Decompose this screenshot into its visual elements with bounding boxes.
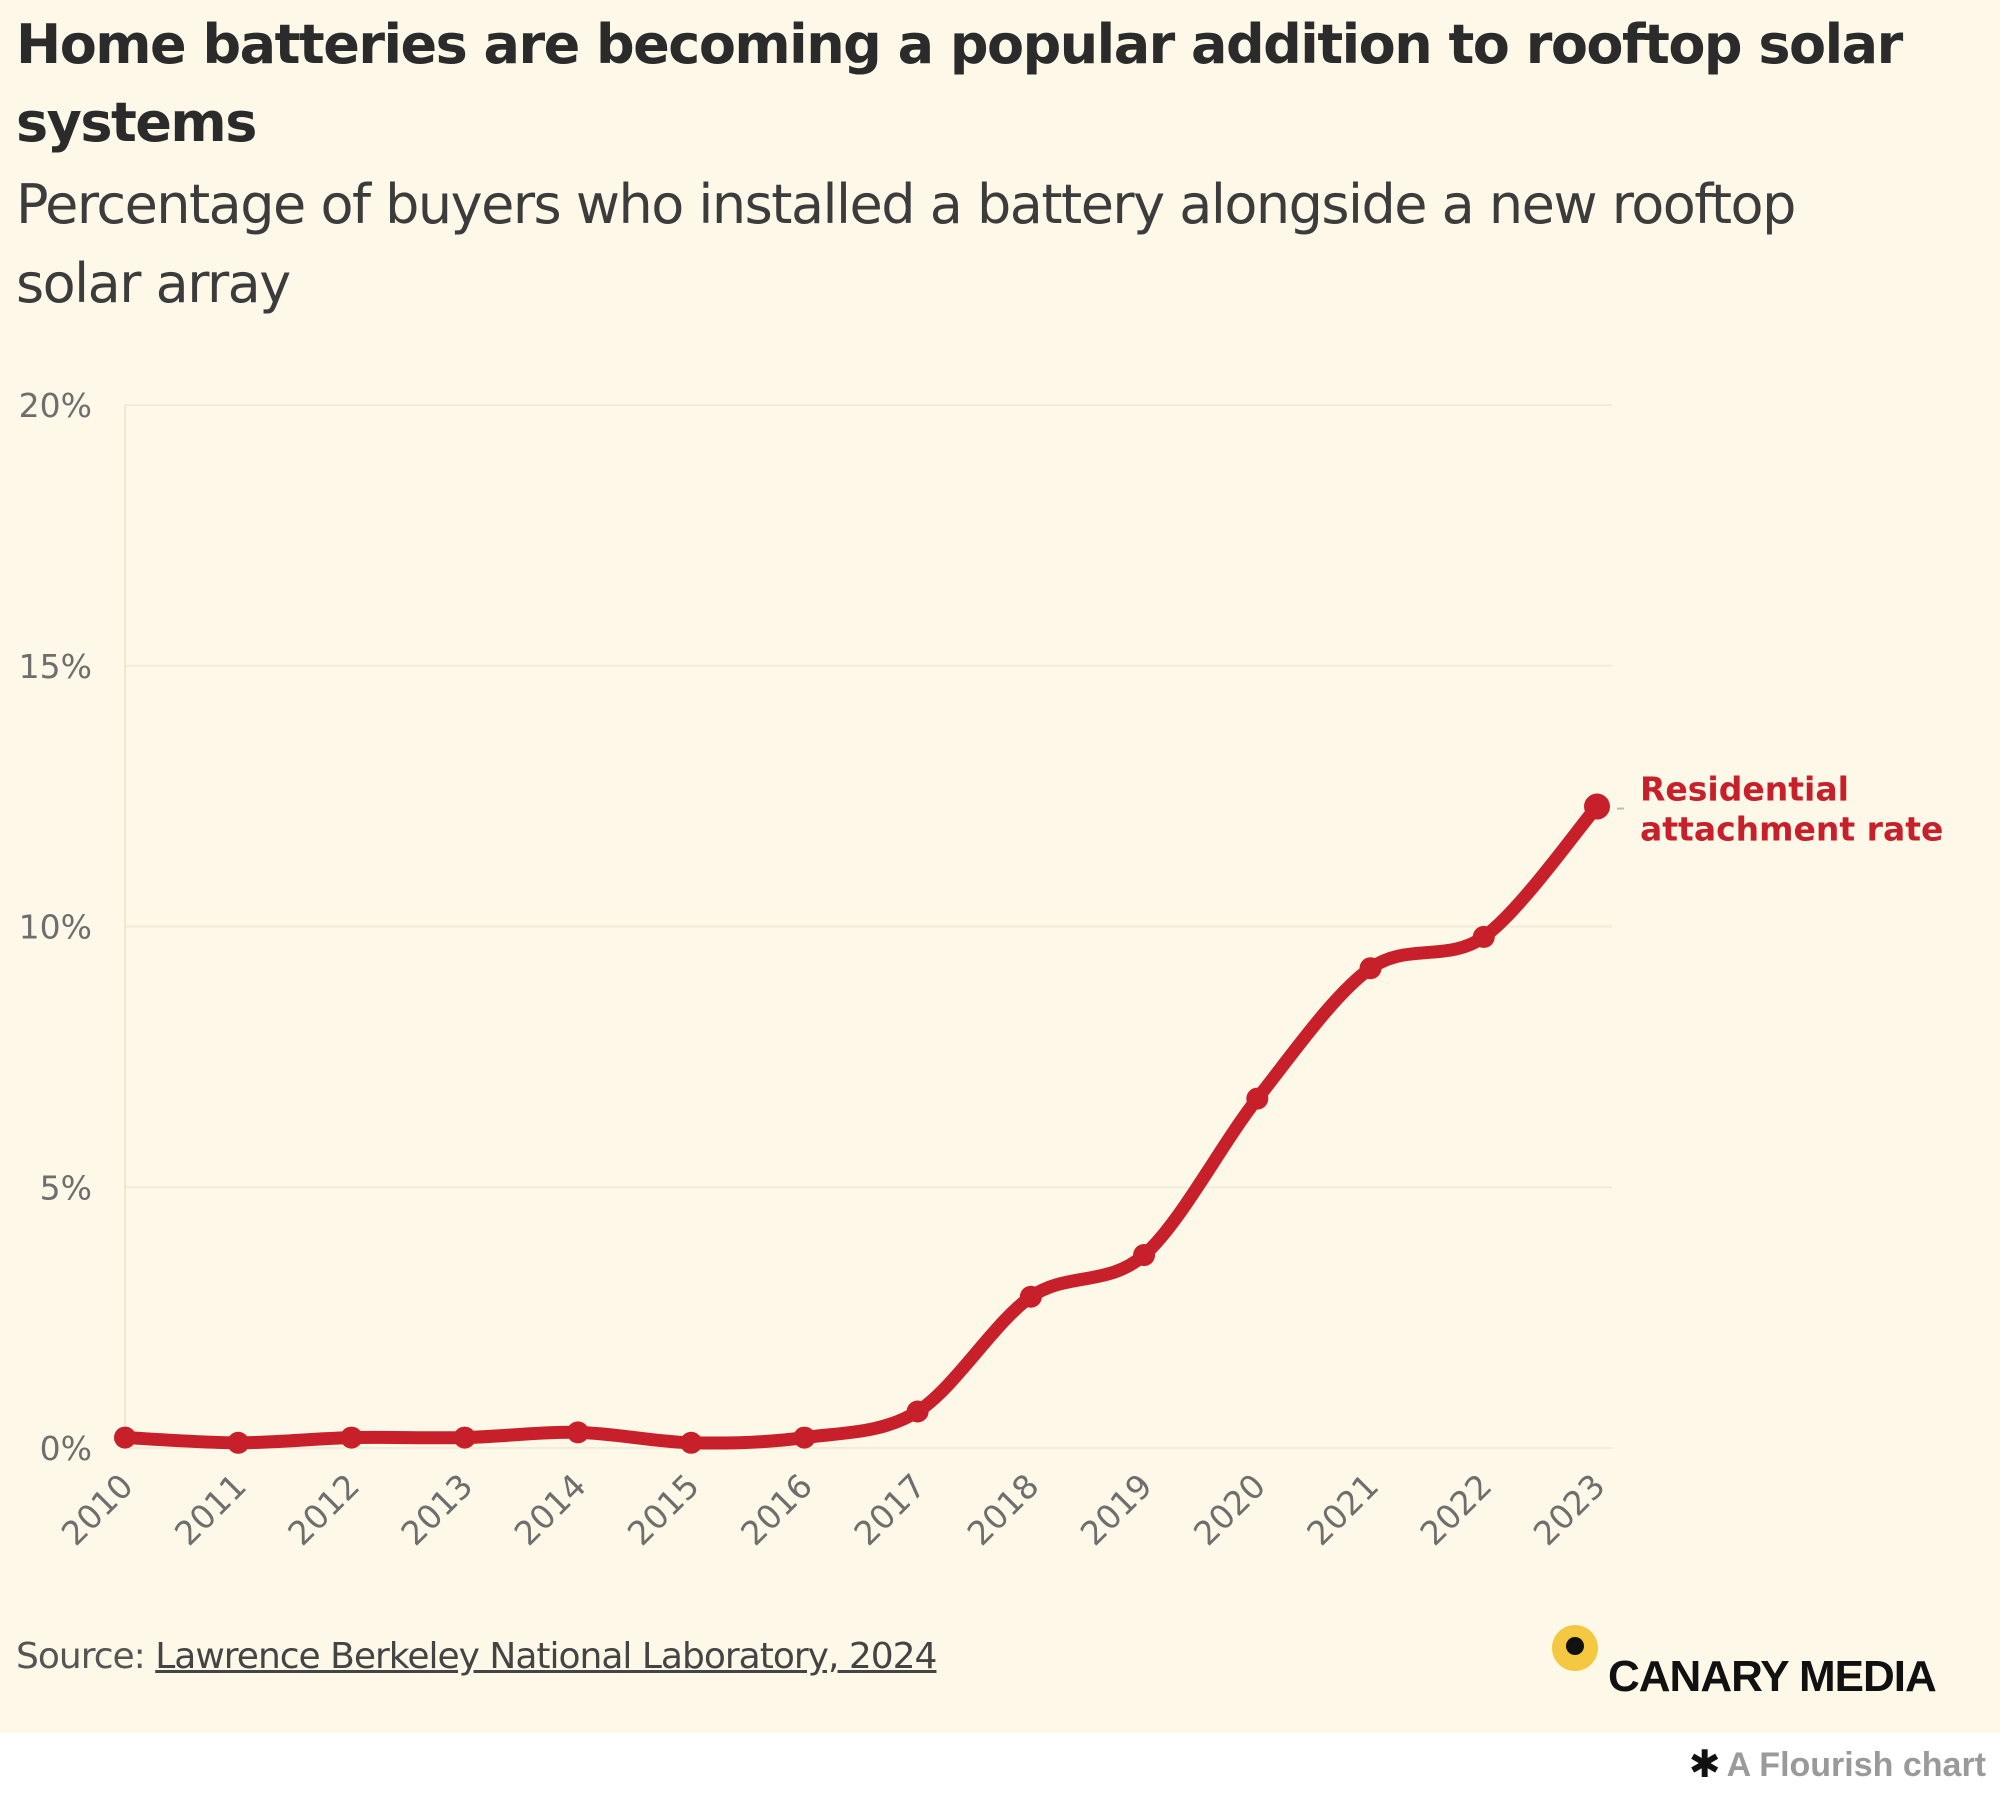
flourish-text: A Flourish chart bbox=[1726, 1745, 1986, 1784]
x-tick-label: 2012 bbox=[280, 1466, 367, 1553]
y-tick-label: 15% bbox=[19, 647, 92, 686]
source-prefix: Source: bbox=[16, 1636, 156, 1677]
data-point bbox=[1019, 1285, 1042, 1308]
x-tick-label: 2020 bbox=[1186, 1466, 1273, 1553]
x-tick-label: 2023 bbox=[1526, 1466, 1613, 1553]
y-axis: 0% 5% 10% 15% 20% bbox=[19, 386, 126, 1468]
gridlines bbox=[125, 404, 1612, 1449]
y-tick-label: 20% bbox=[19, 386, 92, 425]
data-point bbox=[227, 1431, 250, 1454]
x-tick-label: 2022 bbox=[1412, 1466, 1499, 1553]
series-end-label: attachment rate bbox=[1640, 810, 1943, 849]
data-point bbox=[906, 1400, 929, 1423]
x-tick-label: 2021 bbox=[1299, 1466, 1386, 1553]
canary-dot-icon bbox=[1552, 1625, 1598, 1671]
x-tick-label: 2014 bbox=[507, 1466, 594, 1553]
data-point bbox=[114, 1426, 136, 1449]
y-tick-label: 10% bbox=[19, 908, 92, 947]
x-tick-label: 2016 bbox=[733, 1466, 820, 1553]
chart-title: Home batteries are becoming a popular ad… bbox=[16, 13, 1903, 154]
x-tick-label: 2011 bbox=[167, 1466, 254, 1553]
x-tick-label: 2018 bbox=[960, 1466, 1047, 1553]
chart-card: Home batteries are becoming a popular ad… bbox=[0, 0, 2000, 1733]
line-chart: 0%5%10%15%20% 2010 2011 2012 2013 2014 2015 20… bbox=[19, 386, 1944, 1553]
chart-subtitle: Percentage of buyers who installed a bat… bbox=[16, 173, 1796, 315]
source-line: Source: Lawrence Berkeley National Labor… bbox=[16, 1636, 937, 1677]
x-tick-label: 2015 bbox=[620, 1466, 707, 1553]
x-tick-label: 2013 bbox=[393, 1466, 480, 1553]
data-point bbox=[1133, 1244, 1156, 1267]
x-tick-label: 2010 bbox=[54, 1466, 141, 1553]
source-link[interactable]: Lawrence Berkeley National Laboratory, 2… bbox=[155, 1636, 937, 1677]
data-point bbox=[1472, 925, 1495, 948]
data-point bbox=[1584, 793, 1610, 820]
canary-media-logo[interactable]: CANARY MEDIA bbox=[1552, 1625, 1937, 1701]
logo-text: CANARY MEDIA bbox=[1608, 1652, 1937, 1701]
x-tick-label: 2017 bbox=[846, 1466, 933, 1553]
data-point bbox=[1246, 1087, 1269, 1110]
y-tick-label: 0% bbox=[40, 1429, 92, 1468]
data-point bbox=[453, 1426, 476, 1449]
y-tick-label: 5% bbox=[40, 1168, 92, 1207]
data-point bbox=[793, 1426, 816, 1449]
series-end-label: Residential bbox=[1640, 770, 1849, 809]
data-point bbox=[566, 1421, 589, 1444]
x-tick-label: 2019 bbox=[1073, 1466, 1160, 1553]
data-point bbox=[340, 1426, 363, 1449]
series-group bbox=[114, 793, 1610, 1454]
data-point bbox=[1359, 957, 1382, 980]
flourish-asterisk-icon: ✱ bbox=[1688, 1744, 1721, 1786]
data-point bbox=[680, 1431, 703, 1454]
series-line bbox=[118, 800, 1604, 1450]
x-axis: 2010 2011 2012 2013 2014 2015 2016 2017 2018 2019… bbox=[54, 1466, 1613, 1553]
flourish-credit[interactable]: ✱ A Flourish chart bbox=[1689, 1733, 1986, 1797]
